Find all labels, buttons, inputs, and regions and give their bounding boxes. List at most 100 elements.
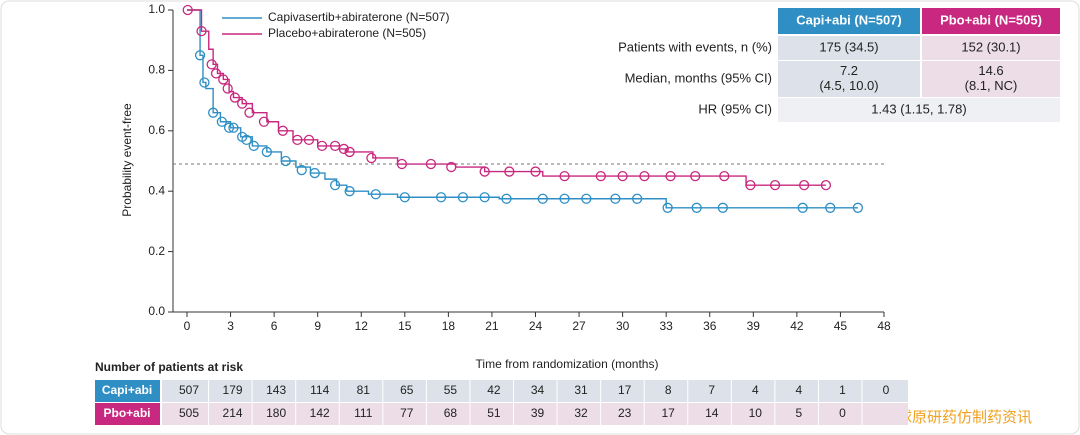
censor-mark (479, 192, 490, 203)
censor-mark (329, 180, 341, 191)
table-cell-text: 7.2 (840, 63, 858, 78)
x-tick-label: 15 (398, 319, 412, 333)
censor-mark (207, 107, 219, 118)
x-tick-label: 27 (572, 319, 586, 333)
x-tick-label: 12 (355, 319, 369, 333)
censor-mark (399, 192, 410, 203)
y-tick-label: 0.0 (148, 304, 165, 318)
table-cell-text: 14.6 (978, 63, 1003, 78)
table-cell (922, 36, 1060, 60)
risk-value: 17 (618, 383, 632, 397)
censor-mark (228, 122, 239, 133)
censor-mark (261, 146, 273, 158)
risk-value: 55 (444, 383, 458, 397)
x-tick-label: 42 (790, 319, 804, 333)
censor-mark (691, 202, 702, 213)
censor-mark (595, 170, 606, 182)
x-tick-label: 33 (660, 319, 674, 333)
censor-mark (206, 59, 217, 70)
risk-value: 77 (400, 406, 414, 420)
risk-value: 14 (705, 406, 719, 420)
censor-mark (537, 193, 548, 204)
risk-value: 4 (796, 383, 803, 397)
risk-value: 17 (662, 406, 676, 420)
censor-mark (559, 170, 570, 182)
risk-value: 0 (839, 406, 846, 420)
censor-mark (719, 170, 730, 182)
risk-value: 143 (266, 383, 286, 397)
censor-mark (199, 77, 210, 88)
censor-mark (344, 146, 355, 158)
censor-mark (435, 192, 447, 203)
x-tick-label: 24 (529, 319, 543, 333)
censor-mark (820, 180, 832, 191)
table-row-label: Median, months (95% CI) (625, 70, 772, 85)
table-cell (778, 61, 920, 97)
risk-value: 34 (531, 383, 545, 397)
risk-value: 114 (310, 383, 329, 397)
censor-mark (316, 140, 328, 152)
table-cell-text: (8.1, NC) (965, 78, 1018, 93)
x-axis-label: Time from randomization (months) (476, 357, 659, 371)
censor-mark (662, 202, 673, 213)
risk-value: 31 (574, 383, 588, 397)
censor-mark (229, 92, 241, 103)
censor-mark (244, 107, 255, 118)
censor-mark (309, 167, 320, 179)
risk-value: 505 (179, 406, 199, 420)
x-tick-label: 45 (834, 319, 848, 333)
x-tick-label: 21 (485, 319, 499, 333)
risk-row-bg (162, 403, 908, 425)
risk-value: 81 (357, 383, 371, 397)
censor-mark (797, 202, 808, 213)
censor-mark (457, 192, 469, 203)
censor-mark (504, 166, 515, 177)
censor-mark (329, 140, 341, 152)
risk-value: 10 (749, 406, 763, 420)
risk-value: 0 (883, 383, 890, 397)
risk-label: Capi+abi (102, 383, 152, 397)
x-tick-label: 6 (271, 319, 278, 333)
table-cell-text: 1.43 (1.15, 1.78) (871, 101, 966, 116)
censor-mark (366, 152, 377, 164)
risk-value: 142 (310, 406, 330, 420)
censor-mark (218, 74, 229, 85)
censor-mark (303, 134, 315, 146)
censor-mark (581, 193, 592, 204)
x-tick-label: 18 (442, 319, 456, 333)
table-cell-text: (4.5, 10.0) (819, 78, 878, 93)
censor-mark (370, 189, 381, 200)
y-tick-label: 0.8 (148, 63, 165, 77)
risk-value: 214 (223, 406, 243, 420)
x-tick-label: 30 (616, 319, 630, 333)
x-tick-label: 36 (703, 319, 717, 333)
table-cell-text: 175 (34.5) (819, 39, 878, 54)
risk-label: Pbo+abi (103, 406, 150, 420)
censor-mark (617, 170, 628, 182)
censor-mark (665, 170, 676, 182)
table-row-label: HR (95% CI) (698, 101, 772, 116)
censor-mark (196, 25, 207, 37)
survival-curve (187, 9, 858, 209)
censor-mark (292, 134, 303, 146)
table-cell (922, 61, 1060, 97)
risk-value: 23 (618, 406, 632, 420)
censor-mark (852, 202, 864, 213)
x-tick-label: 48 (877, 319, 891, 333)
table-header-cell (922, 8, 1060, 34)
risk-value: 180 (266, 406, 286, 420)
watermark: 全球原研药仿制药资讯 (882, 408, 1032, 426)
censor-mark (182, 4, 193, 16)
table-header: Capi+abi (N=507) (796, 12, 902, 27)
risk-value: 42 (487, 383, 501, 397)
legend-label: Placebo+abiraterone (N=505) (268, 26, 426, 40)
risk-value: 5 (796, 406, 803, 420)
censor-mark (194, 50, 206, 61)
censor-mark (210, 68, 222, 79)
censor-mark (396, 158, 408, 170)
censor-mark (690, 170, 701, 182)
table-cell (778, 36, 920, 60)
legend-label: Capivasertib+abiraterone (N=507) (268, 10, 449, 24)
censor-mark (237, 98, 248, 109)
